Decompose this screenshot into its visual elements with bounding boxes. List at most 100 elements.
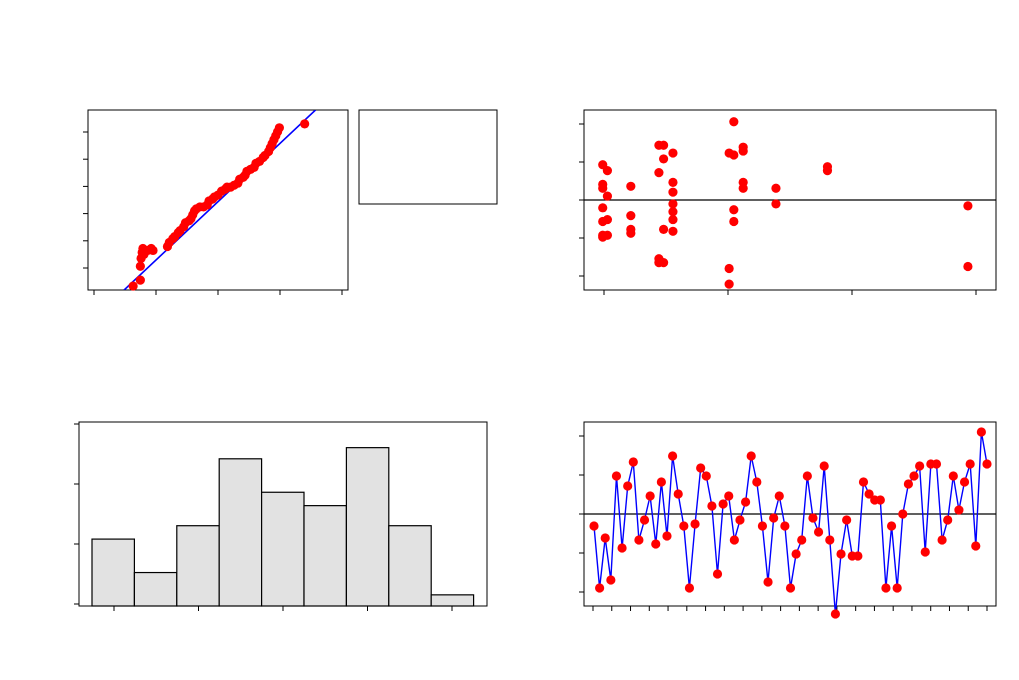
- order-plot-point: [639, 515, 650, 525]
- histogram-panel: [74, 421, 488, 611]
- order-plot-point: [915, 461, 925, 471]
- order-plot-point: [937, 535, 947, 545]
- residuals-vs-order-panel: [579, 421, 997, 619]
- fits-plot-point: [654, 168, 664, 178]
- normal-plot-point: [135, 261, 145, 271]
- info-box: [358, 109, 498, 205]
- normal-plot-point: [148, 245, 158, 256]
- order-plot-point: [606, 575, 616, 585]
- order-plot-point: [797, 535, 807, 545]
- order-plot-point: [785, 583, 796, 593]
- normal-probability-panel: [83, 109, 349, 295]
- fits-plot-point: [658, 154, 669, 164]
- fits-plot-point: [822, 166, 833, 176]
- histogram-bar: [303, 505, 348, 607]
- fits-plot-point: [658, 258, 669, 268]
- order-plot-point: [679, 521, 689, 531]
- order-plot-point: [729, 535, 739, 545]
- histogram-bar: [388, 525, 432, 607]
- fits-plot-point: [729, 216, 739, 227]
- histogram-bar: [133, 571, 178, 607]
- fits-plot-point: [729, 150, 739, 160]
- fits-plot-points: [598, 117, 973, 289]
- order-plot-point: [898, 509, 908, 519]
- order-plot-point: [842, 515, 852, 525]
- order-plot-point: [813, 527, 824, 537]
- fits-plot-point: [668, 214, 678, 225]
- order-plot-point: [724, 491, 734, 501]
- fits-plot-point: [602, 230, 613, 240]
- fits-plot-ticks: [579, 123, 977, 295]
- order-plot-point: [875, 495, 885, 505]
- fits-plot-point: [658, 140, 669, 150]
- order-plot-point: [976, 427, 986, 437]
- fits-plot-point: [729, 205, 739, 215]
- fits-plot-point: [724, 263, 734, 274]
- fits-plot-point: [963, 201, 973, 211]
- fits-plot-point: [668, 207, 678, 217]
- order-plot-point: [909, 471, 919, 481]
- normal-plot-ticks: [83, 131, 343, 295]
- order-plot-point: [892, 583, 902, 593]
- fits-plot-point: [658, 224, 669, 234]
- histogram-bar: [91, 538, 136, 607]
- order-plot-point: [645, 491, 655, 501]
- order-plot-point: [718, 499, 728, 509]
- order-plot-point: [959, 477, 970, 487]
- order-plot-point: [853, 551, 863, 561]
- order-plot-point: [774, 491, 784, 501]
- order-plot-point: [746, 451, 756, 461]
- order-plot-point: [673, 489, 683, 499]
- order-plot-point: [701, 471, 711, 481]
- fits-plot-point: [963, 261, 973, 272]
- order-plot-point: [802, 471, 812, 481]
- order-plot-point: [791, 549, 801, 559]
- histogram-bar: [345, 447, 390, 607]
- order-plot-point: [634, 535, 644, 545]
- order-plot-point: [735, 515, 745, 525]
- order-plot-point: [684, 583, 695, 593]
- normal-plot-fit-line: [123, 110, 317, 290]
- order-plot-ticks: [579, 435, 988, 611]
- fits-plot-point: [771, 199, 781, 209]
- order-plot-point: [707, 501, 717, 511]
- histogram-bar: [218, 458, 263, 607]
- normal-plot-point: [274, 123, 284, 133]
- order-plot-point: [864, 489, 874, 499]
- order-plot-point: [931, 459, 942, 469]
- order-plot-point: [656, 477, 666, 487]
- histogram-bar: [430, 594, 475, 607]
- fits-plot-point: [598, 203, 608, 213]
- order-plot-point: [690, 519, 700, 529]
- fits-plot-point: [626, 211, 636, 221]
- fits-plot-point: [668, 199, 678, 209]
- order-plot-point: [757, 521, 768, 531]
- order-plot-point: [763, 577, 773, 587]
- order-plot-point: [696, 463, 706, 473]
- normal-plot-point: [300, 119, 310, 129]
- fits-plot-point: [668, 148, 678, 158]
- order-plot-point: [651, 539, 661, 549]
- order-plot-point: [623, 481, 633, 491]
- order-plot-point: [769, 513, 779, 523]
- order-plot-point: [858, 477, 869, 487]
- order-plot-point: [948, 471, 958, 481]
- order-plot-point: [830, 609, 841, 619]
- order-plot-point: [881, 583, 891, 593]
- fits-plot-point: [738, 142, 748, 152]
- order-plot-points: [589, 427, 992, 619]
- order-plot-point: [617, 543, 627, 553]
- normal-plot-point: [128, 281, 138, 291]
- order-plot-point: [589, 521, 599, 531]
- order-plot-point: [628, 457, 638, 467]
- fits-plot-point: [729, 117, 739, 127]
- order-plot-point: [668, 451, 678, 461]
- fits-plot-point: [738, 177, 748, 187]
- normal-plot-points: [128, 119, 310, 291]
- fits-plot-point: [626, 181, 636, 191]
- order-plot-point: [712, 569, 723, 579]
- order-plot-point: [886, 521, 897, 531]
- order-plot-point: [903, 479, 914, 489]
- order-plot-point: [819, 461, 829, 471]
- histogram-bars: [91, 447, 475, 607]
